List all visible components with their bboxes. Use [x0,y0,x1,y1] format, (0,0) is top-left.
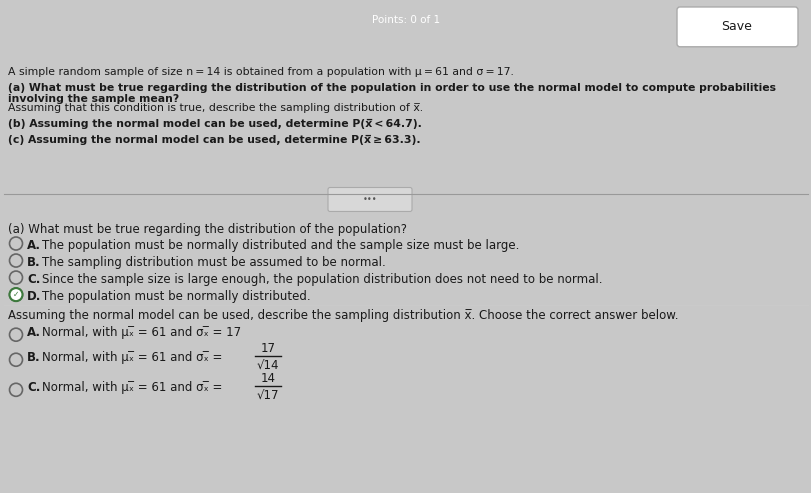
Text: The population must be normally distributed.: The population must be normally distribu… [42,289,311,303]
Text: √14: √14 [256,359,279,372]
Text: Assuming the normal model can be used, describe the sampling distribution x̅. Ch: Assuming the normal model can be used, d… [8,309,678,321]
Text: A simple random sample of size n = 14 is obtained from a population with μ = 61 : A simple random sample of size n = 14 is… [8,67,513,77]
Text: B.: B. [27,351,41,364]
Text: (a) What must be true regarding the distribution of the population in order to u: (a) What must be true regarding the dist… [8,83,775,105]
FancyBboxPatch shape [676,7,797,47]
Text: (b) Assuming the normal model can be used, determine P(x̅ < 64.7).: (b) Assuming the normal model can be use… [8,119,422,129]
Text: Normal, with μₓ̅ = 61 and σₓ̅ =: Normal, with μₓ̅ = 61 and σₓ̅ = [42,381,225,394]
Text: Save: Save [721,20,752,34]
Text: C.: C. [27,381,41,394]
Text: Points: 0 of 1: Points: 0 of 1 [371,15,440,25]
Text: Assuming that this condition is true, describe the sampling distribution of x̅.: Assuming that this condition is true, de… [8,103,423,113]
Text: A.: A. [27,239,41,251]
Text: •••: ••• [363,195,377,204]
Text: D.: D. [27,289,41,303]
Text: (a) What must be true regarding the distribution of the population?: (a) What must be true regarding the dist… [8,223,406,237]
Text: ✓: ✓ [13,290,19,299]
Text: (c) Assuming the normal model can be used, determine P(x̅ ≥ 63.3).: (c) Assuming the normal model can be use… [8,135,420,144]
Circle shape [10,288,23,301]
Text: Normal, with μₓ̅ = 61 and σₓ̅ =: Normal, with μₓ̅ = 61 and σₓ̅ = [42,351,225,364]
Text: Normal, with μₓ̅ = 61 and σₓ̅ = 17: Normal, with μₓ̅ = 61 and σₓ̅ = 17 [42,326,241,339]
Text: 17: 17 [260,342,275,355]
Text: Since the sample size is large enough, the population distribution does not need: Since the sample size is large enough, t… [42,273,602,285]
Text: A.: A. [27,326,41,339]
Text: The population must be normally distributed and the sample size must be large.: The population must be normally distribu… [42,239,519,251]
Text: C.: C. [27,273,41,285]
FancyBboxPatch shape [328,187,411,211]
Text: The sampling distribution must be assumed to be normal.: The sampling distribution must be assume… [42,255,385,269]
Text: √17: √17 [256,389,279,402]
Text: 14: 14 [260,372,275,385]
Text: B.: B. [27,255,41,269]
